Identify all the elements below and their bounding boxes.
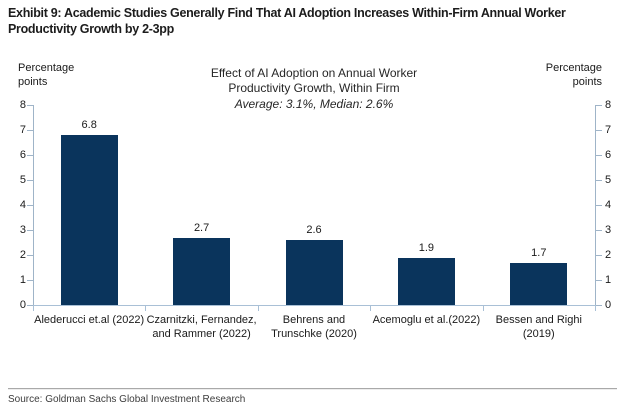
y-tick-label-left: 4 xyxy=(19,199,26,211)
y-tick-label-right: 1 xyxy=(605,274,612,286)
y-tick-right xyxy=(596,205,602,206)
bar xyxy=(397,257,455,305)
y-tick-right xyxy=(596,180,602,181)
y-tick-label-right: 6 xyxy=(605,149,612,161)
y-tick-left xyxy=(27,230,33,231)
bar xyxy=(173,237,231,305)
category-label: Acemoglu et al.(2022) xyxy=(372,314,481,326)
y-tick-left xyxy=(27,305,33,306)
exhibit-title-line2: Productivity Growth by 2-3pp xyxy=(8,22,174,36)
y-tick-label-left: 8 xyxy=(19,99,26,111)
category-label: Bessen and Righi (2019) xyxy=(495,314,582,340)
bar-value-label: 2.7 xyxy=(193,221,210,234)
x-axis-tick xyxy=(595,306,596,311)
y-axis-right xyxy=(595,105,596,305)
y-tick-label-left: 1 xyxy=(19,274,26,286)
y-tick-label-left: 2 xyxy=(19,249,26,261)
x-axis-tick xyxy=(257,306,259,311)
footer-divider xyxy=(8,388,617,390)
y-tick-right xyxy=(596,255,602,256)
y-tick-right xyxy=(596,130,602,131)
bar xyxy=(510,262,568,305)
y-tick-left xyxy=(27,255,33,256)
y-tick-left xyxy=(27,130,33,131)
bar-value-label: 6.8 xyxy=(81,119,97,131)
chart-title-line2: Productivity Growth, Within Firm xyxy=(228,81,400,95)
y-tick-left xyxy=(27,105,33,106)
y-tick-right xyxy=(596,280,602,281)
bar xyxy=(285,240,343,305)
bar-value-label: 1.7 xyxy=(531,246,547,259)
source-note: Source: Goldman Sachs Global Investment … xyxy=(8,394,246,405)
right-axis-caption: Percentage points xyxy=(545,62,602,88)
bar xyxy=(60,135,118,305)
y-tick-label-right: 8 xyxy=(605,99,612,111)
y-tick-right xyxy=(596,305,602,306)
category-label: Behrens and Trunschke (2020) xyxy=(271,314,357,340)
chart-title: Effect of AI Adoption on Annual Worker P… xyxy=(114,66,514,112)
y-tick-label-left: 5 xyxy=(19,174,26,186)
y-tick-left xyxy=(27,280,33,281)
y-axis-left xyxy=(33,105,34,305)
x-axis-tick xyxy=(145,306,147,311)
y-tick-right xyxy=(596,230,602,231)
y-tick-left xyxy=(27,180,33,181)
y-tick-left xyxy=(27,155,33,156)
y-tick-label-right: 4 xyxy=(605,199,612,211)
y-tick-label-left: 7 xyxy=(19,124,26,136)
exhibit-title: Exhibit 9: Academic Studies Generally Fi… xyxy=(8,5,622,37)
left-axis-caption: Percentage points xyxy=(18,62,75,88)
x-axis-baseline xyxy=(33,305,596,306)
category-label: Czarnitzki, Fernandez, and Rammer (2022) xyxy=(146,314,257,340)
y-tick-label-right: 2 xyxy=(605,249,612,261)
bar-value-label: 2.6 xyxy=(306,224,322,236)
y-tick-label-right: 0 xyxy=(605,299,612,311)
x-axis-tick xyxy=(370,306,372,311)
exhibit-title-line1: Exhibit 9: Academic Studies Generally Fi… xyxy=(8,6,566,20)
y-tick-label-left: 6 xyxy=(19,149,26,161)
y-tick-right xyxy=(596,155,602,156)
y-tick-label-right: 3 xyxy=(605,224,612,236)
y-tick-label-right: 5 xyxy=(605,174,612,186)
bar-value-label: 1.9 xyxy=(418,241,435,254)
chart-title-line1: Effect of AI Adoption on Annual Worker xyxy=(210,66,418,80)
chart-subtitle: Average: 3.1%, Median: 2.6% xyxy=(234,97,394,111)
x-axis-tick xyxy=(482,306,484,311)
y-tick-label-left: 3 xyxy=(19,224,26,236)
y-tick-label-right: 7 xyxy=(605,124,612,136)
y-tick-left xyxy=(27,205,33,206)
x-axis-tick xyxy=(33,306,34,311)
category-label: Alederucci et.al (2022) xyxy=(34,314,145,326)
y-tick-right xyxy=(596,105,602,106)
y-tick-label-left: 0 xyxy=(19,299,26,311)
